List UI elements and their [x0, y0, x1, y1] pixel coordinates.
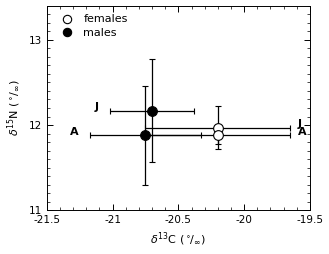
Legend: females, males: females, males: [52, 11, 131, 41]
Text: J: J: [94, 102, 98, 112]
Y-axis label: $\delta^{15}$N ($^\circ\!/_{\infty}$): $\delta^{15}$N ($^\circ\!/_{\infty}$): [6, 80, 23, 136]
X-axis label: $\delta^{13}$C ($^\circ\!/_{\infty}$): $\delta^{13}$C ($^\circ\!/_{\infty}$): [150, 231, 206, 248]
Text: A: A: [70, 127, 78, 137]
Text: A: A: [298, 127, 307, 137]
Text: J: J: [298, 119, 302, 129]
